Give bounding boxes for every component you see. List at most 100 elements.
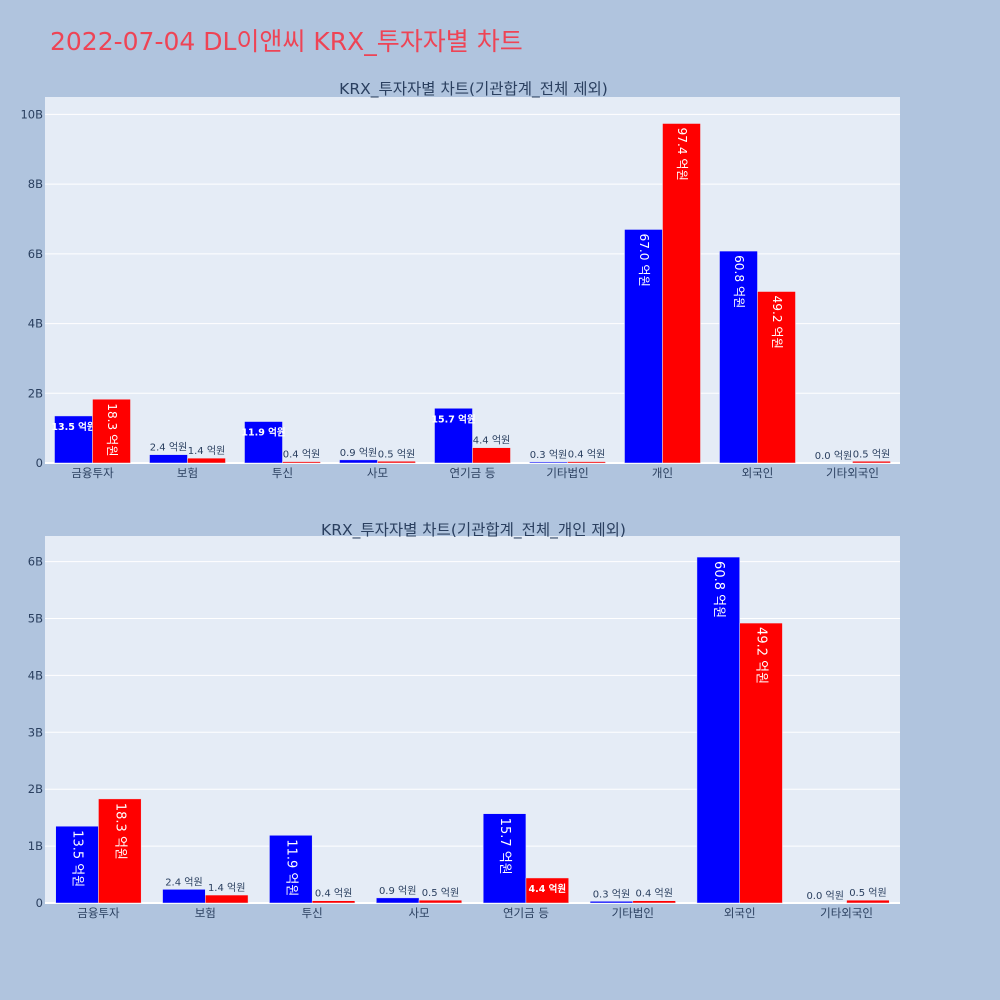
- bar-buy: [54, 415, 93, 464]
- y-tick-label: 0: [36, 896, 43, 910]
- bar-buy: [376, 897, 420, 904]
- bar-buy: [162, 889, 206, 904]
- y-tick-label: 6B: [28, 555, 43, 569]
- data-label: 60.8 억원: [711, 561, 726, 618]
- bar-sell: [525, 877, 569, 904]
- bar-sell: [282, 461, 321, 464]
- data-label: 0.9 억원: [379, 885, 416, 897]
- x-tick-label: 투신: [272, 466, 293, 480]
- data-label: 13.5 억원: [51, 421, 95, 433]
- data-label: 18.3 억원: [112, 803, 127, 860]
- data-label: 4.4 억원: [529, 883, 567, 895]
- y-tick-label: 2B: [28, 782, 43, 796]
- bar-buy: [529, 461, 568, 464]
- bar-buy: [589, 901, 634, 904]
- data-label: 0.9 억원: [340, 447, 377, 459]
- x-tick-label: 연기금 등: [450, 466, 496, 480]
- chart-title: KRX_투자자별 차트(기관합계_전체_개인 제외): [321, 521, 626, 540]
- y-tick-label: 10B: [20, 107, 43, 121]
- bar-sell: [98, 798, 142, 904]
- data-label: 0.4 억원: [283, 449, 320, 461]
- data-label: 97.4 억원: [675, 127, 689, 180]
- bar-sell: [187, 457, 226, 464]
- chart-2: 0 1B 2B 3B 4B 5B 6B KRX_투자자별 차트(기관합계_전체_개인 제외) 금…: [28, 521, 900, 920]
- bar-sell: [311, 900, 356, 904]
- bar-buy: [339, 459, 378, 464]
- bar-sell: [757, 291, 796, 464]
- data-label: 4.4 억원: [473, 435, 510, 447]
- x-tick-label: 기타외국인: [826, 466, 879, 480]
- bar-buy: [244, 421, 283, 464]
- x-tick-label: 연기금 등: [503, 906, 549, 920]
- x-tick-label: 투신: [302, 906, 323, 920]
- bar-buy: [149, 454, 188, 464]
- data-label: 49.2 억원: [754, 627, 769, 684]
- data-label: 11.9 억원: [283, 839, 298, 896]
- bar-buy: [719, 250, 758, 464]
- y-tick-label: 8B: [28, 177, 43, 191]
- bar-sell: [418, 899, 463, 904]
- data-label: 18.3 억원: [105, 403, 119, 456]
- bar-sell: [205, 894, 249, 904]
- y-tick-label: 6B: [28, 247, 43, 261]
- x-tick-label: 기타외국인: [820, 906, 873, 920]
- chart-1: 0 2B 4B 6B 8B 10B KRX_투자자별 차트(기관합계_전체 제외) 금융투자 1…: [20, 80, 900, 480]
- x-tick-label: 금융투자: [77, 906, 120, 920]
- bar-buy: [624, 229, 663, 464]
- bar-sell: [632, 900, 676, 904]
- data-label: 60.8 억원: [732, 255, 746, 308]
- x-tick-label: 사모: [367, 466, 388, 480]
- data-label: 15.7 억원: [431, 413, 475, 425]
- y-tick-label: 4B: [28, 668, 43, 682]
- data-label: 2.4 억원: [150, 442, 187, 454]
- data-label: 11.9 억원: [241, 427, 285, 439]
- y-tick-label: 0: [36, 456, 43, 470]
- y-tick-label: 2B: [28, 386, 43, 400]
- data-label: 0.5 억원: [378, 448, 415, 460]
- bar-buy: [434, 408, 473, 464]
- y-tick-label: 3B: [28, 725, 43, 739]
- x-tick-label: 외국인: [742, 466, 774, 480]
- bar-sell: [662, 123, 701, 464]
- data-label: 0.4 억원: [315, 888, 352, 900]
- x-tick-label: 외국인: [724, 906, 756, 920]
- page-title: 2022-07-04 DL이앤씨 KRX_투자자별 차트: [50, 27, 523, 56]
- data-label: 0.0 억원: [815, 450, 852, 462]
- data-label: 15.7 억원: [497, 818, 512, 875]
- x-tick-label: 기타법인: [612, 906, 654, 920]
- x-tick-label: 보험: [195, 906, 216, 920]
- bar-sell: [739, 622, 783, 904]
- data-label: 0.3 억원: [593, 888, 630, 900]
- data-label: 0.5 억원: [422, 887, 459, 899]
- bar-buy: [269, 835, 313, 904]
- x-tick-label: 개인: [652, 466, 673, 480]
- bar-sell: [567, 461, 606, 464]
- x-tick-label: 사모: [408, 906, 429, 920]
- data-label: 67.0 억원: [637, 233, 651, 286]
- chart-title: KRX_투자자별 차트(기관합계_전체 제외): [339, 80, 608, 99]
- bar-sell: [377, 461, 416, 464]
- y-tick-label: 4B: [28, 317, 43, 331]
- data-label: 1.4 억원: [208, 882, 245, 894]
- bar-sell: [852, 461, 891, 464]
- data-label: 0.0 억원: [806, 890, 843, 902]
- bar-buy: [696, 556, 740, 904]
- data-label: 13.5 억원: [70, 830, 85, 887]
- bar-sell: [846, 899, 890, 904]
- x-tick-label: 보험: [177, 466, 198, 480]
- data-label: 0.4 억원: [568, 449, 605, 461]
- x-tick-label: 기타법인: [546, 466, 588, 480]
- y-tick-label: 1B: [28, 839, 43, 853]
- bar-sell: [472, 447, 511, 464]
- data-label: 49.2 억원: [770, 296, 784, 349]
- data-label: 1.4 억원: [188, 445, 225, 457]
- bar-buy: [482, 813, 527, 904]
- x-tick-label: 금융투자: [71, 466, 114, 480]
- data-label: 2.4 억원: [165, 876, 202, 888]
- data-label: 0.5 억원: [853, 448, 890, 460]
- data-label: 0.5 억원: [849, 887, 886, 899]
- data-label: 0.3 억원: [530, 449, 567, 461]
- y-tick-label: 5B: [28, 612, 43, 626]
- bar-sell: [92, 398, 131, 464]
